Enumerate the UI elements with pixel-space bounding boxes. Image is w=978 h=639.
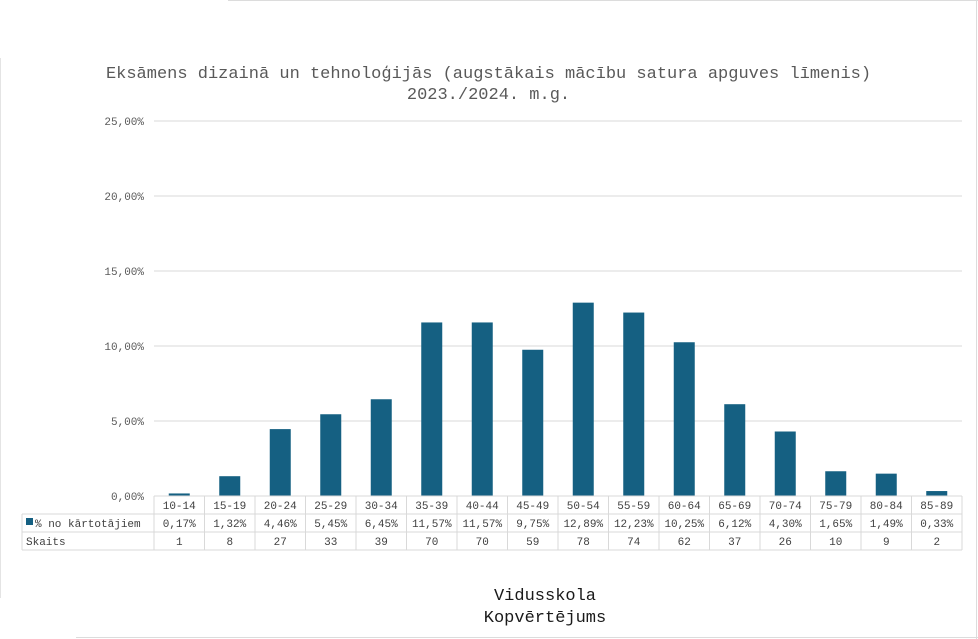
x-tick-label-15-19: 15-19 (213, 501, 246, 513)
bar-10-14 (168, 493, 190, 496)
data-label-75-79: 1,65% (819, 519, 852, 531)
count-cell-45-49: 59 (526, 537, 539, 549)
count-cell-10-14: 1 (176, 537, 183, 549)
y-tick-label-0: 0,00% (111, 492, 144, 504)
y-tick-label-1: 5,00% (111, 417, 144, 429)
data-label-80-84: 1,49% (870, 519, 903, 531)
x-tick-label-25-29: 25-29 (314, 501, 347, 513)
bar-50-54 (572, 302, 594, 496)
bar-70-74 (774, 431, 796, 496)
y-tick-label-4: 20,00% (104, 192, 144, 204)
data-label-30-34: 6,45% (365, 519, 398, 531)
data-label-70-74: 4,30% (769, 519, 802, 531)
x-tick-label-30-34: 30-34 (365, 501, 398, 513)
bar-25-29 (320, 414, 342, 496)
x-tick-label-20-24: 20-24 (264, 501, 297, 513)
x-tick-label-35-39: 35-39 (415, 501, 448, 513)
count-cell-30-34: 39 (375, 537, 388, 549)
x-tick-label-50-54: 50-54 (567, 501, 600, 513)
y-tick-label-5: 25,00% (104, 117, 144, 129)
data-label-50-54: 12,89% (563, 519, 603, 531)
bar-55-59 (623, 312, 645, 496)
bar-65-69 (724, 404, 746, 496)
bar-75-79 (825, 471, 847, 496)
count-cell-85-89: 2 (933, 537, 940, 549)
bar-45-49 (522, 349, 544, 496)
count-cell-80-84: 9 (883, 537, 890, 549)
x-tick-label-45-49: 45-49 (516, 501, 549, 513)
x-tick-label-85-89: 85-89 (920, 501, 953, 513)
table-row-label-0: Skaits (26, 537, 66, 549)
legend-label-series-0: % no kārtotājiem (35, 519, 141, 531)
x-tick-label-75-79: 75-79 (819, 501, 852, 513)
bar-20-24 (269, 429, 291, 496)
count-cell-25-29: 33 (324, 537, 337, 549)
x-tick-label-65-69: 65-69 (718, 501, 751, 513)
count-cell-75-79: 10 (829, 537, 842, 549)
data-label-85-89: 0,33% (920, 519, 953, 531)
x-tick-label-60-64: 60-64 (668, 501, 701, 513)
x-axis-title-line-2: Kopvērtējums (483, 609, 607, 628)
frame-right-edge (976, 0, 977, 639)
bar-85-89 (926, 491, 948, 496)
count-cell-35-39: 70 (425, 537, 438, 549)
count-cell-65-69: 37 (728, 537, 741, 549)
bar-30-34 (370, 399, 392, 496)
count-cell-20-24: 27 (274, 537, 287, 549)
count-cell-40-44: 70 (476, 537, 489, 549)
bar-40-44 (471, 322, 493, 496)
data-label-45-49: 9,75% (516, 519, 549, 531)
frame-top-edge (228, 0, 978, 1)
data-label-15-19: 1,32% (213, 519, 246, 531)
y-tick-label-2: 10,00% (104, 342, 144, 354)
bar-80-84 (875, 473, 897, 496)
x-tick-label-70-74: 70-74 (769, 501, 802, 513)
data-label-55-59: 12,23% (614, 519, 654, 531)
x-axis-title-line-1: Vidusskola (493, 587, 597, 606)
data-label-25-29: 5,45% (314, 519, 347, 531)
data-label-20-24: 4,46% (264, 519, 297, 531)
x-axis-title: Vidusskola Kopvērtējums (380, 586, 710, 630)
x-tick-label-55-59: 55-59 (617, 501, 650, 513)
bar-60-64 (673, 342, 695, 496)
chart-title: Eksāmens dizainā un tehnoloģijās (augstā… (105, 65, 882, 105)
count-cell-70-74: 26 (779, 537, 792, 549)
count-cell-60-64: 62 (678, 537, 691, 549)
frame-left-edge (0, 58, 1, 598)
data-label-35-39: 11,57% (412, 519, 452, 531)
y-tick-label-3: 15,00% (104, 267, 144, 279)
legend-key-series-0 (26, 518, 33, 525)
bar-15-19 (219, 476, 241, 496)
data-label-60-64: 10,25% (664, 519, 704, 531)
count-cell-15-19: 8 (226, 537, 233, 549)
x-tick-label-80-84: 80-84 (870, 501, 903, 513)
x-tick-label-10-14: 10-14 (163, 501, 196, 513)
x-tick-label-40-44: 40-44 (466, 501, 499, 513)
count-cell-55-59: 74 (627, 537, 641, 549)
data-label-40-44: 11,57% (462, 519, 502, 531)
bar-35-39 (421, 322, 443, 496)
data-label-10-14: 0,17% (163, 519, 196, 531)
frame-bottom-edge (76, 637, 978, 638)
data-label-65-69: 6,12% (718, 519, 751, 531)
count-cell-50-54: 78 (577, 537, 590, 549)
